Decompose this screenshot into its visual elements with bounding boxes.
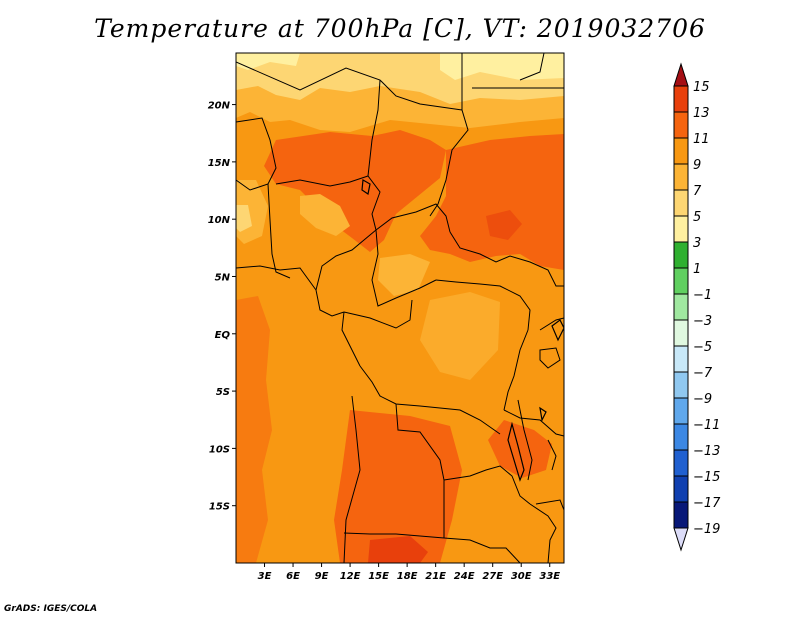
field-patch-e	[236, 205, 252, 232]
x-tick-label: 30E	[511, 571, 532, 582]
colorbar-swatch	[673, 319, 689, 347]
colorbar-bottom-triangle	[673, 527, 689, 552]
colorbar-label: −15	[693, 470, 720, 485]
field-patch-a	[300, 194, 350, 236]
colorbar-label: 15	[693, 80, 710, 95]
colorbar-label: −19	[693, 522, 720, 537]
colorbar-label: 1	[693, 262, 701, 277]
colorbar-label: 9	[693, 158, 701, 173]
x-tick-label: 9E	[315, 571, 329, 582]
field-chad-11	[420, 134, 564, 270]
colorbar-label: 7	[693, 184, 702, 199]
chart-title: Temperature at 700hPa [C], VT: 201903270…	[94, 14, 706, 43]
colorbar-swatch	[673, 111, 689, 139]
lakes	[361, 179, 564, 482]
colorbar-top-triangle	[673, 62, 689, 87]
field-zambia-11	[488, 420, 552, 478]
colorbar-swatch	[673, 137, 689, 165]
field-sahara-3	[440, 53, 564, 80]
colorbar: 15 13 11 9 7 5 3 1 −1 −3 −5 −7 −9 −11 −13 −15 −17 −19	[673, 62, 721, 552]
y-tick-label: 20N	[208, 101, 231, 112]
y-tick-label: 15N	[208, 158, 231, 169]
colorbar-swatch	[673, 215, 689, 243]
colorbar-label: 11	[693, 132, 710, 147]
field-patch-b	[378, 254, 430, 296]
x-tick-label: 6E	[286, 571, 300, 582]
colorbar-swatch	[673, 267, 689, 295]
y-tick-label: 5S	[216, 387, 230, 398]
colorbar-label: −13	[693, 444, 720, 459]
field-patch-c	[420, 292, 500, 380]
colorbar-label: −7	[693, 366, 713, 381]
y-tick-label: 10S	[209, 444, 230, 455]
colorbar-label: 13	[693, 106, 710, 121]
field-coast-11	[236, 296, 272, 563]
field-nigeria-11	[264, 130, 446, 252]
x-tick-label: 3E	[258, 571, 272, 582]
colorbar-swatch	[673, 293, 689, 321]
country-borders	[236, 53, 564, 563]
colorbar-swatch	[673, 501, 689, 529]
field-hotspot-13	[368, 536, 428, 563]
colorbar-swatch	[673, 371, 689, 399]
x-tick-label: 15E	[368, 571, 389, 582]
colorbar-swatch	[673, 423, 689, 451]
y-tick-label: 10N	[208, 215, 231, 226]
x-tick-label: 27E	[482, 571, 503, 582]
plot-frame	[235, 52, 565, 564]
colorbar-label: −9	[693, 392, 712, 407]
colorbar-swatch	[673, 163, 689, 191]
grads-credit: GrADS: IGES/COLA	[4, 604, 98, 614]
x-tick-label: 12E	[340, 571, 361, 582]
colorbar-label: 5	[693, 210, 701, 225]
colorbar-label: −11	[693, 418, 720, 433]
x-tick-label: 24E	[454, 571, 475, 582]
y-tick-label: 15S	[209, 502, 230, 513]
field-sahara-3b	[236, 53, 300, 70]
colorbar-label: −5	[693, 340, 712, 355]
colorbar-label: −1	[693, 288, 712, 303]
colorbar-swatch	[673, 397, 689, 425]
colorbar-label: −17	[693, 496, 721, 511]
field-patch-f	[486, 210, 522, 240]
colorbar-label: 3	[693, 236, 701, 251]
x-axis: 3E 6E 9E 12E 15E 18E 21E 24E 27E 30E 33E	[258, 563, 560, 582]
field-angola-11	[334, 410, 462, 563]
temperature-field	[236, 53, 564, 563]
x-tick-label: 18E	[397, 571, 418, 582]
y-tick-label: 5N	[215, 272, 231, 283]
colorbar-swatch	[673, 345, 689, 373]
colorbar-swatch	[673, 241, 689, 269]
colorbar-swatch	[673, 449, 689, 477]
colorbar-label: −3	[693, 314, 712, 329]
colorbar-swatch	[673, 189, 689, 217]
y-tick-label: EQ	[215, 330, 231, 341]
x-tick-label: 33E	[539, 571, 560, 582]
colorbar-swatch	[673, 475, 689, 503]
colorbar-swatch	[673, 85, 689, 113]
x-tick-label: 21E	[425, 571, 446, 582]
y-axis: 20N 15N 10N 5N EQ 5S 10S 15S	[208, 101, 236, 513]
